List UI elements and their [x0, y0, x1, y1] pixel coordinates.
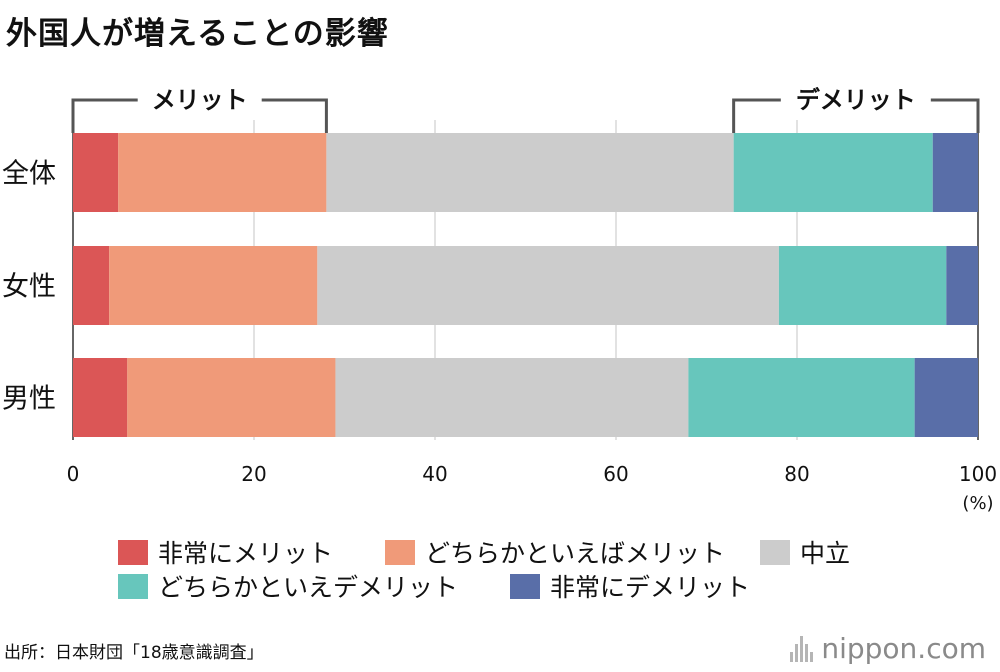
bar-segment	[73, 358, 128, 437]
legend-swatch	[510, 573, 540, 599]
bar-segment	[778, 246, 947, 325]
legend-label: 非常にデメリット	[550, 573, 751, 602]
bar-segment	[335, 358, 689, 437]
bracket-label: メリット	[152, 86, 248, 114]
legend-swatch	[118, 573, 148, 599]
x-unit-label: (%)	[962, 493, 993, 514]
legend-item: どちらかといえデメリット	[118, 568, 458, 604]
category-label: 全体	[2, 159, 56, 190]
legend-item: どちらかといえばメリット	[385, 534, 725, 570]
chart-title: 外国人が増えることの影響	[6, 16, 389, 52]
bar-segment	[127, 358, 336, 437]
bracket-line	[71, 98, 138, 133]
bracket-line	[261, 98, 328, 133]
bar-segment	[946, 246, 978, 325]
brand-name: nippon.com	[821, 632, 986, 665]
legend-item: 中立	[760, 534, 850, 570]
bar-segment	[73, 246, 110, 325]
bar-segment	[932, 133, 978, 212]
legend-label: 中立	[800, 539, 851, 568]
bar-segment	[73, 133, 119, 212]
legend-swatch	[385, 539, 415, 565]
legend-swatch	[118, 539, 148, 565]
x-tick-label: 80	[784, 462, 809, 486]
legend-item: 非常にメリット	[118, 534, 333, 570]
bracket-line	[930, 98, 980, 133]
brand-logo: nippon.com	[790, 632, 986, 665]
bar-segment	[118, 133, 327, 212]
source-note: 出所：日本財団「18歳意識調査」	[4, 643, 264, 663]
legend-label: 非常にメリット	[158, 539, 334, 568]
bar-segment	[109, 246, 318, 325]
bar-segment	[317, 246, 779, 325]
bracket-label: デメリット	[796, 86, 916, 114]
brand-mark-icon	[790, 635, 814, 662]
x-tick-label: 100	[959, 462, 997, 486]
x-tick-label: 20	[241, 462, 266, 486]
x-tick-label: 40	[422, 462, 447, 486]
category-label: 男性	[2, 384, 56, 415]
legend-swatch	[760, 539, 790, 565]
legend-label: どちらかといえデメリット	[158, 573, 459, 602]
legend-label: どちらかといえばメリット	[425, 539, 726, 568]
bar-segment	[326, 133, 734, 212]
bar-segment	[688, 358, 915, 437]
x-tick-label: 0	[67, 462, 80, 486]
bar-segment	[914, 358, 978, 437]
x-tick-label: 60	[603, 462, 628, 486]
category-label: 女性	[2, 272, 56, 303]
legend-item: 非常にデメリット	[510, 568, 750, 604]
bracket-line	[732, 98, 781, 133]
bar-segment	[733, 133, 933, 212]
